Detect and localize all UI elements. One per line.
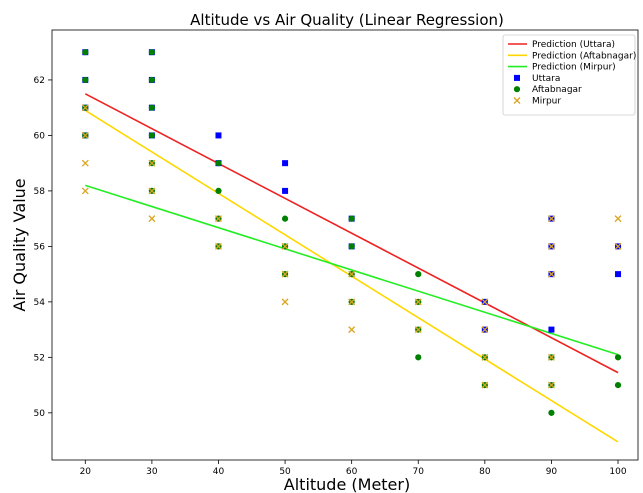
mirpur-point xyxy=(348,326,356,334)
y-axis-title: Air Quality Value xyxy=(10,178,29,311)
mirpur-point xyxy=(148,215,156,223)
aftabnagar-point xyxy=(148,49,155,56)
mirpur-point xyxy=(215,215,222,223)
x-tick-label: 60 xyxy=(346,467,358,477)
y-tick-label: 60 xyxy=(34,131,46,141)
uttara-point xyxy=(282,160,289,167)
aftabnagar-point xyxy=(281,215,289,222)
plot-frame xyxy=(51,29,639,461)
x-axis: 20 30 40 50 60 70 80 90 100 xyxy=(80,460,627,477)
mirpur-point xyxy=(81,131,89,139)
aftabnagar-point xyxy=(548,409,555,416)
chart-title: Altitude vs Air Quality (Linear Regressi… xyxy=(190,11,504,29)
mirpur-point xyxy=(148,187,156,195)
x-tick-label: 90 xyxy=(546,467,558,477)
aftabnagar-point xyxy=(148,76,155,84)
x-axis-title: Altitude (Meter) xyxy=(284,475,410,493)
legend-label: Mirpur xyxy=(532,97,561,107)
regression-line-prediction-mirpur xyxy=(85,184,619,356)
aftabnagar-point xyxy=(348,215,355,222)
legend-label: Prediction (Uttara) xyxy=(532,40,615,50)
y-axis: 50 52 54 56 58 60 62 xyxy=(34,76,52,419)
mirpur-point xyxy=(481,326,489,334)
series-mirpur xyxy=(81,104,622,389)
aftabnagar-point xyxy=(348,243,355,250)
aftabnagar-point xyxy=(148,104,155,111)
aftabnagar-point xyxy=(215,187,222,195)
y-tick-label: 50 xyxy=(34,409,46,419)
mirpur-point xyxy=(281,270,289,278)
legend: Prediction (Uttara)Prediction (Aftabnaga… xyxy=(502,34,636,116)
uttara-point xyxy=(615,271,622,278)
y-tick-label: 58 xyxy=(34,187,46,197)
x-tick-label: 100 xyxy=(609,467,626,477)
mirpur-point xyxy=(481,298,489,306)
mirpur-point xyxy=(547,381,555,389)
regression-line-prediction-uttara xyxy=(84,93,619,374)
mirpur-point xyxy=(148,159,156,167)
mirpur-point xyxy=(81,187,89,195)
mirpur-point xyxy=(281,298,289,306)
x-tick-label: 50 xyxy=(279,467,291,477)
mirpur-point xyxy=(348,298,356,306)
mirpur-point xyxy=(81,104,89,112)
aftabnagar-point xyxy=(415,354,422,361)
uttara-point xyxy=(282,187,289,194)
mirpur-point xyxy=(81,159,89,167)
legend-marker-swatch xyxy=(513,97,521,104)
mirpur-point xyxy=(547,270,555,278)
mirpur-point xyxy=(547,215,555,223)
y-tick-label: 52 xyxy=(34,353,45,363)
mirpur-point xyxy=(614,215,622,223)
mirpur-point xyxy=(215,242,222,250)
legend-label: Aftabnagar xyxy=(532,85,582,95)
legend-marker-swatch xyxy=(514,74,520,81)
uttara-point xyxy=(548,326,555,333)
aftabnagar-point xyxy=(148,132,155,139)
legend-label: Prediction (Mirpur) xyxy=(532,63,616,73)
legend-marker-swatch xyxy=(513,86,521,93)
legend-label: Prediction (Aftabnagar) xyxy=(532,51,636,61)
y-tick-label: 62 xyxy=(34,76,45,86)
aftabnagar-point xyxy=(614,354,622,361)
mirpur-point xyxy=(414,298,422,306)
legend-box xyxy=(502,34,636,116)
aftabnagar-point xyxy=(82,49,89,56)
mirpur-point xyxy=(547,242,555,250)
plot-area xyxy=(81,49,622,443)
uttara-point xyxy=(215,132,222,139)
legend-label: Uttara xyxy=(532,74,560,84)
mirpur-point xyxy=(481,381,489,389)
y-tick-label: 56 xyxy=(34,242,46,252)
aftabnagar-point xyxy=(415,271,422,278)
x-tick-label: 20 xyxy=(80,467,92,477)
x-tick-label: 30 xyxy=(146,467,158,477)
aftabnagar-point xyxy=(215,160,222,167)
y-tick-label: 54 xyxy=(34,298,46,308)
x-tick-label: 70 xyxy=(413,467,425,477)
mirpur-point xyxy=(614,242,622,250)
aftabnagar-point xyxy=(82,76,89,84)
mirpur-point xyxy=(481,353,489,361)
x-tick-label: 40 xyxy=(213,467,225,477)
aftabnagar-point xyxy=(614,381,622,389)
mirpur-point xyxy=(414,326,422,334)
mirpur-point xyxy=(281,242,289,250)
x-tick-label: 80 xyxy=(479,467,491,477)
mirpur-point xyxy=(348,270,356,278)
mirpur-point xyxy=(547,353,555,361)
